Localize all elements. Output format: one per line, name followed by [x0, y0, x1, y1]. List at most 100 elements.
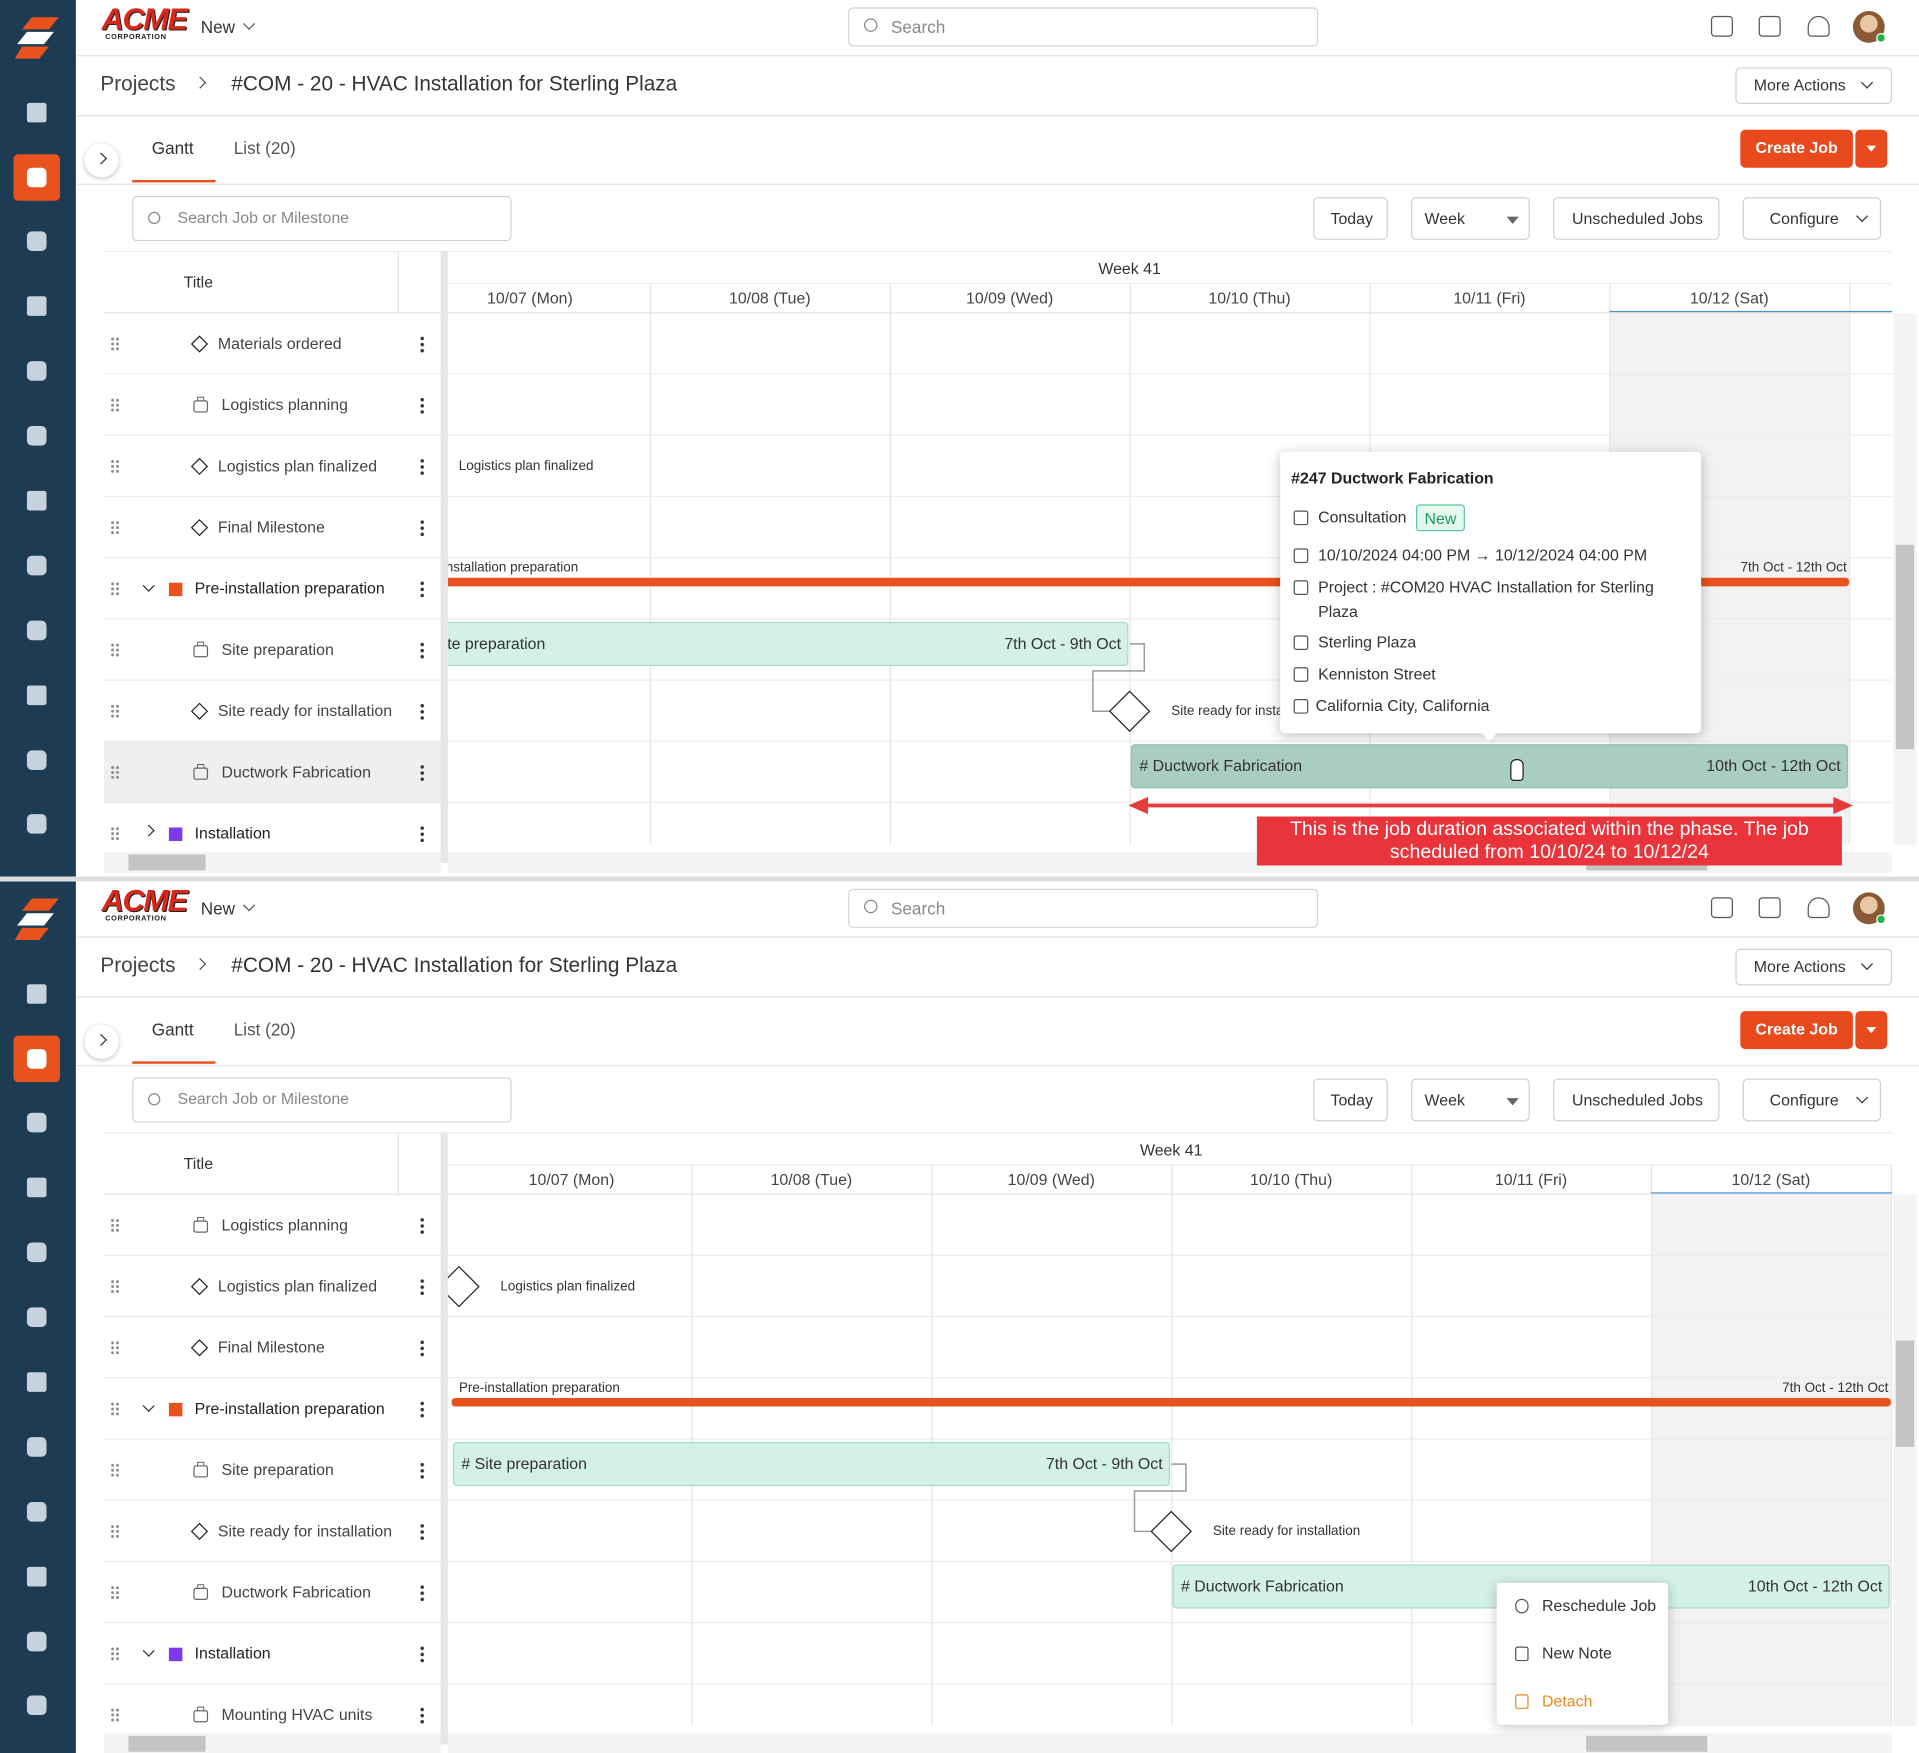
- header-icon[interactable]: [1807, 897, 1830, 919]
- v-scroll-thumb[interactable]: [1895, 1340, 1915, 1447]
- today-button[interactable]: Today: [1313, 1078, 1388, 1122]
- more-actions[interactable]: More Actions: [1735, 67, 1893, 105]
- task-row[interactable]: [104, 1195, 441, 1256]
- create-job-dropdown[interactable]: [1855, 129, 1888, 168]
- tab-gantt[interactable]: Gantt: [151, 138, 194, 158]
- breadcrumb-root[interactable]: Projects: [100, 72, 176, 96]
- more-actions[interactable]: More Actions: [1735, 948, 1893, 986]
- row-menu-button[interactable]: [419, 1522, 425, 1540]
- menu-item[interactable]: Detach: [1497, 1678, 1668, 1725]
- task-row[interactable]: [104, 497, 441, 559]
- task-row[interactable]: [104, 313, 441, 375]
- drag-handle[interactable]: [110, 581, 120, 597]
- drag-handle[interactable]: [110, 520, 120, 535]
- nav-icon[interactable]: [26, 1437, 47, 1457]
- row-menu-button[interactable]: [419, 1278, 425, 1296]
- row-menu-button[interactable]: [419, 1461, 425, 1479]
- create-job-dropdown[interactable]: [1855, 1011, 1888, 1050]
- h-scroll-thumb[interactable]: [128, 1735, 206, 1752]
- nav-icon[interactable]: [26, 685, 47, 706]
- create-job[interactable]: Create Job: [1740, 1011, 1853, 1050]
- nav-icon[interactable]: [26, 361, 47, 381]
- drag-handle[interactable]: [110, 1646, 120, 1662]
- nav-icon[interactable]: [26, 555, 47, 576]
- h-scroll-thumb[interactable]: [1586, 1735, 1708, 1752]
- today-button[interactable]: Today: [1313, 197, 1388, 240]
- row-menu-button[interactable]: [419, 1400, 425, 1418]
- nav-icon[interactable]: [26, 1112, 47, 1133]
- task-row[interactable]: [104, 681, 441, 742]
- gantt-search[interactable]: Search Job or Milestone: [132, 1077, 512, 1123]
- nav-icon[interactable]: [26, 1695, 47, 1716]
- row-menu-button[interactable]: [419, 763, 425, 782]
- global-search[interactable]: Search: [848, 7, 1319, 47]
- drag-handle[interactable]: [110, 397, 120, 413]
- task-row[interactable]: [104, 1440, 441, 1501]
- h-scroll-thumb[interactable]: [128, 854, 206, 871]
- drag-handle[interactable]: [110, 1524, 120, 1539]
- row-menu-button[interactable]: [419, 1645, 425, 1663]
- header-icon[interactable]: [1710, 897, 1733, 919]
- row-menu-button[interactable]: [419, 335, 425, 353]
- task-row[interactable]: [104, 1317, 441, 1379]
- nav-icon[interactable]: [26, 1307, 47, 1327]
- task-row[interactable]: [104, 619, 441, 681]
- task-row[interactable]: [104, 1562, 441, 1624]
- nav-icon[interactable]: [26, 102, 47, 123]
- nav-icon[interactable]: [26, 1049, 47, 1069]
- drag-handle[interactable]: [110, 765, 120, 780]
- nav-icon[interactable]: [26, 750, 47, 770]
- nav-icon[interactable]: [26, 296, 47, 316]
- scale-select[interactable]: Week: [1411, 197, 1530, 240]
- row-menu-button[interactable]: [419, 825, 425, 843]
- scale-select[interactable]: Week: [1411, 1078, 1530, 1122]
- tab-list[interactable]: List (20): [233, 1019, 296, 1040]
- row-menu-button[interactable]: [419, 519, 425, 537]
- header-icon[interactable]: [1758, 897, 1781, 919]
- row-menu-button[interactable]: [419, 1584, 425, 1602]
- nav-icon[interactable]: [26, 1242, 47, 1263]
- task-row[interactable]: [104, 1501, 441, 1563]
- drag-handle[interactable]: [110, 703, 120, 719]
- nav-icon[interactable]: [26, 1177, 47, 1198]
- nav-icon[interactable]: [26, 1566, 47, 1587]
- tab-gantt[interactable]: Gantt: [151, 1019, 194, 1040]
- task-row[interactable]: [104, 1256, 441, 1318]
- panel-toggle[interactable]: [84, 143, 119, 178]
- tab-list[interactable]: List (20): [233, 138, 296, 158]
- job-bar[interactable]: # Site preparation 7th Oct - 9th Oct: [447, 621, 1129, 666]
- task-row[interactable]: [104, 741, 441, 804]
- row-menu-button[interactable]: [419, 580, 425, 598]
- create-job[interactable]: Create Job: [1740, 129, 1853, 168]
- unscheduled-jobs[interactable]: Unscheduled Jobs: [1553, 1078, 1720, 1122]
- nav-icon[interactable]: [26, 1631, 47, 1652]
- drag-handle[interactable]: [110, 1585, 120, 1600]
- drag-handle[interactable]: [110, 336, 120, 352]
- nav-icon[interactable]: [26, 490, 47, 511]
- drag-handle[interactable]: [110, 826, 120, 841]
- task-row[interactable]: [104, 1623, 441, 1685]
- row-menu-button[interactable]: [419, 1339, 425, 1357]
- nav-icon[interactable]: [26, 1502, 47, 1522]
- panel-toggle[interactable]: [84, 1024, 119, 1059]
- menu-item[interactable]: New Note: [1497, 1631, 1668, 1678]
- job-bar[interactable]: # Ductwork Fabrication 10th Oct - 12th Oc…: [1130, 744, 1849, 789]
- configure-button[interactable]: Configure: [1742, 1078, 1882, 1122]
- nav-icon[interactable]: [26, 231, 47, 251]
- drag-handle[interactable]: [110, 1707, 120, 1723]
- task-row[interactable]: [104, 436, 441, 498]
- row-menu-button[interactable]: [419, 641, 425, 659]
- nav-icon[interactable]: [26, 167, 47, 188]
- task-row[interactable]: [104, 1378, 441, 1440]
- row-menu-button[interactable]: [419, 457, 425, 475]
- configure-button[interactable]: Configure: [1742, 197, 1882, 240]
- v-scroll-thumb[interactable]: [1895, 544, 1915, 750]
- drag-handle[interactable]: [110, 1340, 120, 1356]
- drag-handle[interactable]: [110, 1401, 120, 1417]
- drag-handle[interactable]: [110, 459, 120, 474]
- row-menu-button[interactable]: [419, 1706, 425, 1724]
- drag-handle[interactable]: [110, 642, 120, 658]
- new-menu[interactable]: New: [200, 17, 235, 37]
- nav-icon[interactable]: [26, 426, 47, 446]
- drag-handle[interactable]: [110, 1462, 120, 1478]
